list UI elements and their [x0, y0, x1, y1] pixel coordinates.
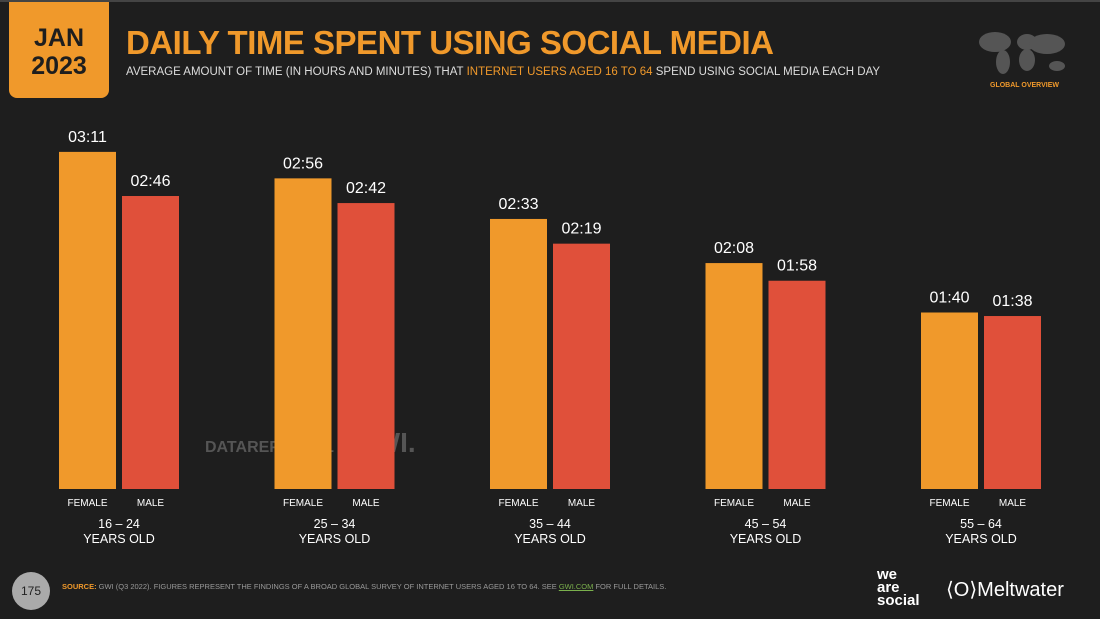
subtitle-text-end: SPEND USING SOCIAL MEDIA EACH DAY — [652, 66, 881, 78]
world-map-icon — [979, 32, 1065, 74]
series-label: FEMALE — [929, 498, 969, 509]
subtitle: AVERAGE AMOUNT OF TIME (IN HOURS AND MIN… — [126, 66, 880, 78]
page-number: 175 — [12, 572, 50, 610]
data-label: 02:56 — [283, 155, 323, 172]
category-label: 55 – 64 — [960, 517, 1002, 531]
region-label: GLOBAL OVERVIEW — [990, 82, 1059, 89]
bar-male — [337, 203, 395, 489]
category-label: 45 – 54 — [745, 517, 787, 531]
we-are-social-logo: we are social — [877, 566, 920, 609]
series-label: MALE — [999, 498, 1027, 509]
bar-male — [122, 196, 179, 489]
bar-male — [984, 316, 1041, 489]
category-label: 35 – 44 — [529, 517, 571, 531]
data-label: 01:38 — [992, 293, 1032, 310]
data-label: 03:11 — [68, 129, 107, 146]
source-label: SOURCE: — [62, 582, 97, 591]
bar-male — [768, 280, 826, 489]
page-title: DAILY TIME SPENT USING SOCIAL MEDIA — [126, 24, 774, 61]
series-label: FEMALE — [283, 498, 323, 509]
data-label: 02:33 — [498, 196, 538, 213]
series-label: MALE — [568, 498, 596, 509]
source-link[interactable]: GWI.COM — [558, 582, 594, 591]
year: 2023 — [31, 52, 87, 80]
data-label: 01:40 — [929, 290, 969, 307]
category-label: 25 – 34 — [314, 517, 356, 531]
subtitle-highlight: INTERNET USERS AGED 16 TO 64 — [466, 66, 653, 78]
category-sublabel: YEARS OLD — [299, 532, 371, 546]
data-label: 02:46 — [130, 173, 170, 190]
data-label: 02:19 — [561, 221, 601, 238]
category-sublabel: YEARS OLD — [514, 532, 586, 546]
series-label: FEMALE — [714, 498, 754, 509]
month: JAN — [33, 24, 84, 52]
series-label: FEMALE — [498, 498, 538, 509]
series-label: FEMALE — [67, 498, 107, 509]
data-label: 02:08 — [714, 240, 754, 257]
bar-female — [274, 178, 332, 490]
category-sublabel: YEARS OLD — [730, 532, 802, 546]
category-sublabel: YEARS OLD — [83, 532, 155, 546]
bar-female — [921, 312, 978, 489]
meltwater-logo: ⟨O⟩Meltwater — [946, 579, 1064, 601]
data-label: 02:42 — [346, 180, 386, 197]
bar-female — [490, 218, 547, 489]
source-note: SOURCE: GWI (Q3 2022). FIGURES REPRESENT… — [62, 582, 666, 591]
meltwater-text: Meltwater — [977, 579, 1064, 601]
subtitle-text: AVERAGE AMOUNT OF TIME (IN HOURS AND MIN… — [126, 66, 467, 78]
category-sublabel: YEARS OLD — [945, 532, 1017, 546]
bar-female — [59, 151, 116, 489]
date-badge: JAN 2023 — [9, 2, 109, 98]
source-text: GWI (Q3 2022). FIGURES REPRESENT THE FIN… — [96, 582, 559, 591]
series-label: MALE — [352, 498, 380, 509]
data-label: 01:58 — [777, 258, 817, 275]
series-label: MALE — [783, 498, 811, 509]
category-label: 16 – 24 — [98, 517, 140, 531]
bar-female — [705, 263, 763, 489]
bar-male — [553, 243, 610, 489]
source-text-end: FOR FULL DETAILS. — [593, 582, 667, 591]
series-label: MALE — [137, 498, 165, 509]
